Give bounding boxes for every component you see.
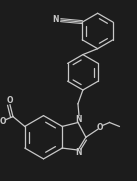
Text: N: N [75, 115, 82, 124]
Text: N: N [75, 148, 82, 157]
Text: O: O [96, 123, 103, 132]
Text: N: N [52, 15, 59, 24]
Text: O: O [0, 117, 6, 126]
Text: O: O [7, 96, 13, 105]
